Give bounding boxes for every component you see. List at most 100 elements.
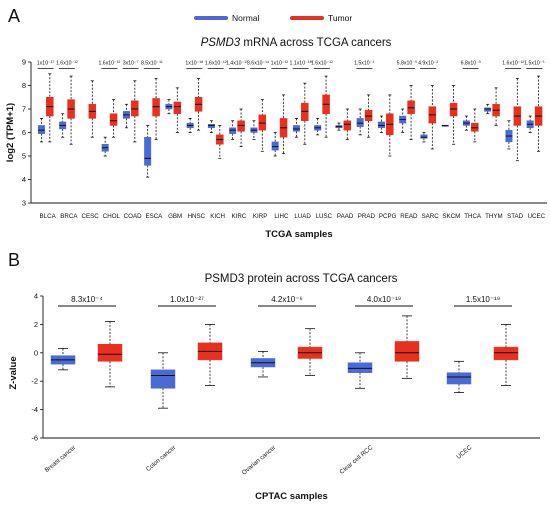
panel-a-title: PSMD3 mRNA across TCGA cancers (201, 37, 392, 49)
panel-b-title: PSMD3 protein across TCGA cancers (205, 273, 398, 285)
panel-a-pvalue: 1x10⁻¹⁸ (185, 61, 203, 67)
panel-a-normal-luad-box (292, 125, 300, 132)
panel-a-category-label: GBM (168, 213, 182, 220)
panel-a-pvalue: 1.6x10⁻¹² (502, 61, 524, 67)
panel-a-pvalue: 8.5x10⁻¹¹ (141, 61, 163, 67)
panel-a-category-label: PRAD (358, 213, 376, 220)
panel-a-normal-pcpg-box (377, 121, 385, 129)
panel-a-category-label: SARC (422, 213, 440, 220)
panel-a-ytick-label: 7 (22, 105, 26, 114)
panel-b-ytick-label: -2 (31, 377, 38, 386)
panel-a-normal-sarc-box (420, 134, 428, 139)
panel-a-pvalue: 1.6x10⁻¹² (56, 61, 78, 67)
panel-a-tumor-kirc-box (237, 120, 245, 132)
panel-a-xlabel: TCGA samples (265, 229, 332, 240)
panel-a-category-label: SKCM (442, 213, 460, 220)
panel-a-pvalue: 1.6x10⁻¹² (98, 61, 120, 67)
panel-b-tumor-breast-cancer-box (97, 344, 123, 362)
panel-a-normal-blca-box (37, 125, 45, 134)
panel-a-pvalue: 1.6x10⁻¹² (311, 61, 333, 67)
panel-a-tumor-skcm-box (449, 102, 458, 117)
panel-a-pvalue: 3x10⁻⁷ (123, 61, 139, 67)
panel-a-tumor-paad-box (343, 120, 352, 131)
panel-a-pvalue: 1.4x10⁻¹³ (226, 61, 248, 67)
panel-a-plot: 3 4 5 6 7 8 9 log2 (TPM+1) TCGA samples BLCA BRCA C… (5, 58, 547, 240)
panel-a-category-label: ESCA (145, 213, 163, 220)
panel-a-ytick-label: 8 (22, 81, 26, 90)
legend-tumor-label: Tumor (328, 13, 352, 23)
panel-a-category-label: LUSC (316, 213, 333, 220)
panel-a-category-label: KIRP (253, 213, 267, 220)
panel-a-category-label: STAD (507, 213, 524, 220)
panel-a-normal-lihc-box (271, 141, 279, 151)
panel-a-normal-prad-box (356, 118, 364, 127)
panel-b-pvalue: 8.3x10⁻⁴ (71, 295, 103, 304)
panel-a-tumor-chol-box (109, 113, 118, 126)
panel-a-tumor-kirp-box (258, 114, 267, 131)
panel-b-tumor-ucec-box (493, 346, 519, 361)
panel-b-pvalue: 4.2x10⁻⁶ (271, 295, 303, 304)
panel-b-category-label: Breast cancer (44, 444, 78, 474)
legend-normal-label: Normal (232, 13, 260, 23)
panel-b-ytick-label: 4 (34, 292, 38, 301)
panel-a-ytick-label: 9 (22, 58, 26, 67)
panel-b-ytick-label: 2 (34, 320, 38, 329)
panel-a-category-label: BLCA (40, 213, 57, 220)
panel-b-letter: B (8, 250, 20, 270)
panel-a-normal-kich-box (207, 124, 215, 129)
panel-a-category-label: CHOL (103, 213, 121, 220)
panel-a-tumor-gbm-box (173, 101, 182, 114)
panel-a-pvalue: 6.8x10⁻³ (461, 61, 481, 67)
panel-a-title-rest: mRNA across TCGA cancers (240, 37, 391, 49)
panel-a-tumor-prad-box (364, 109, 373, 122)
panel-b-category-label: Clear cell RCC (338, 444, 374, 476)
panel-a-pvalue: 1.1x10⁻¹⁸ (290, 61, 312, 67)
panel-b-xlabel: CPTAC samples (255, 491, 328, 502)
panel-a-ytick-label: 4 (22, 175, 26, 184)
panel-a-ytick-label: 5 (22, 152, 26, 161)
legend-a: Normal Tumor (194, 13, 352, 23)
panel-a-tumor-esca-box (152, 98, 160, 117)
panel-a-ytick-label: 6 (22, 128, 26, 137)
panel-b-plot: -6 -4 -2 0 2 4 Z-value CPTAC samples Breast canc… (8, 292, 540, 502)
panel-b-ytick-label: 0 (34, 348, 38, 357)
panel-a-category-label: KICH (210, 213, 225, 220)
panel-a-category-label: BRCA (60, 213, 78, 220)
panel-a-pvalue: 1.5x10⁻⁵ (524, 61, 544, 67)
panel-a-category-label: THCA (464, 213, 482, 220)
panel-a-pvalue: 1.5x10⁻⁴ (354, 61, 375, 67)
panel-a-category-label: KIRC (231, 213, 246, 220)
panel-b-category-label: UCEC (455, 444, 473, 461)
panel-b-normal-colon-cancer-box (150, 369, 176, 389)
panel-a-pvalue: 1.6x10⁻¹² (205, 61, 227, 67)
panel-b-category-label: Ovarian cancer (241, 444, 278, 476)
panel-a-pvalue: 5.8x10⁻⁵ (397, 61, 417, 67)
panel-a-tumor-luad-box (301, 102, 309, 121)
panel-b-ytick-label: -6 (31, 434, 38, 443)
panel-a-normal-esca-box (144, 136, 152, 166)
panel-a-ylabel: log2 (TPM+1) (5, 103, 16, 162)
panel-a-category-label: COAD (124, 213, 142, 220)
panel-a-category-label: PAAD (337, 213, 354, 220)
panel-a-category-label: PCPG (379, 213, 397, 220)
panel-a-category-label: CESC (82, 213, 100, 220)
panel-a-category-label: READ (400, 213, 418, 220)
panel-a-pvalue: 3.6x10⁻¹⁴ (247, 61, 269, 67)
panel-a-category-label: THYM (485, 213, 503, 220)
panel-b-ylabel: Z-value (8, 356, 19, 389)
panel-a-title-gene: PSMD3 (201, 37, 241, 49)
panel-a-category-label: HNSC (188, 213, 206, 220)
panel-a-pvalue: 1x10⁻¹⁷ (37, 61, 55, 67)
panel-b-pvalue: 1.0x10⁻²⁷ (170, 295, 204, 304)
panel-a-tumor-coad-box (131, 100, 139, 117)
panel-b-tumor-clear-cell-rcc-box (394, 341, 420, 362)
panel-a-letter: A (8, 6, 20, 26)
panel-a-category-label: LUAD (294, 213, 311, 220)
panel-a-pvalue: 1x10⁻¹² (271, 61, 289, 67)
panel-a-normal-thym-box (484, 107, 492, 112)
panel-b-normal-ucec-box (446, 372, 472, 385)
panel-a-pvalue: 4.9x10⁻² (418, 61, 438, 67)
panel-b-category-label: Colon cancer (145, 444, 177, 473)
